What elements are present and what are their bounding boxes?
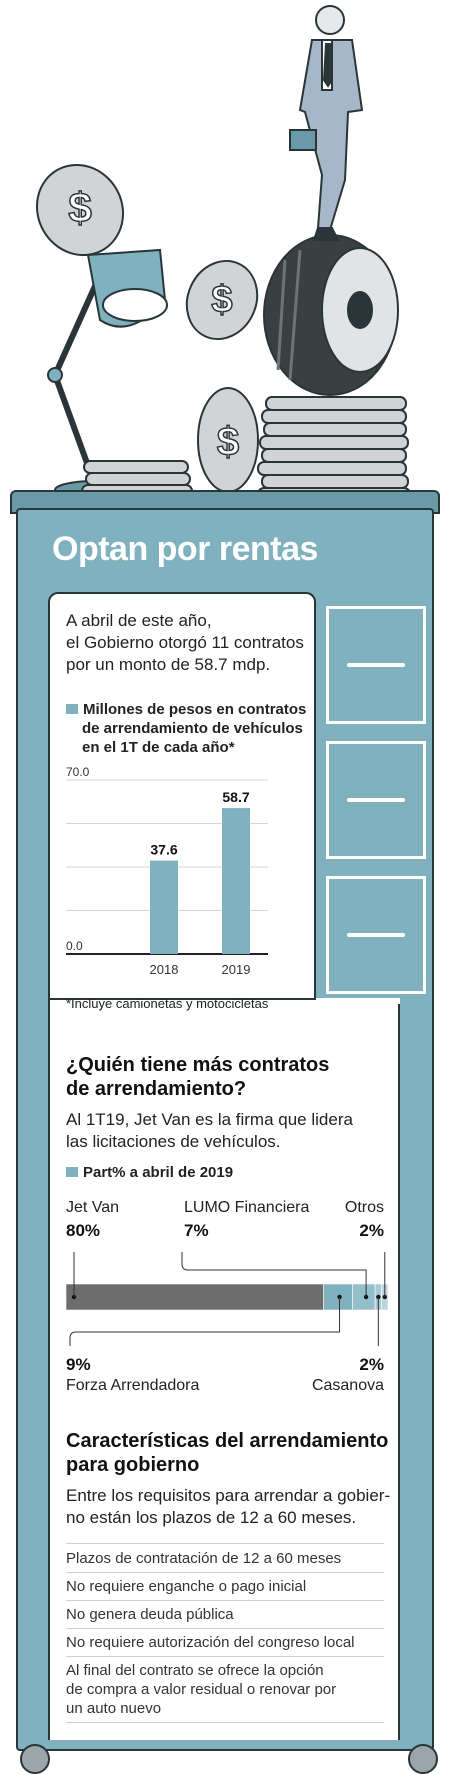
drawer (326, 606, 426, 724)
series-name: Casanova (311, 1377, 384, 1394)
leader-line (181, 1252, 367, 1297)
page-title: Optan por rentas (52, 530, 318, 568)
series-value: 2% (359, 1221, 384, 1240)
bar (150, 860, 178, 954)
section-text: Al 1T19, Jet Van es la firma que lidera (66, 1110, 353, 1129)
content-panel (48, 592, 316, 1000)
feature-row-line: un auto nuevo (66, 1700, 162, 1717)
drawer-handle (347, 798, 405, 802)
series-value: 80% (66, 1221, 101, 1240)
drawer-handle (347, 663, 405, 667)
leader-line (69, 1297, 341, 1346)
chart-legend-line: de arrendamiento de vehículos (82, 720, 303, 737)
section-heading: ¿Quién tiene más contratos (66, 1054, 330, 1076)
coin-stack-icon (257, 396, 411, 502)
chart-footnote: *Incluye camionetas y motocicletas (66, 996, 269, 1011)
caster-wheel (408, 1744, 438, 1774)
legend-text: Part% a abril de 2019 (83, 1164, 234, 1181)
legend-swatch (66, 1167, 78, 1177)
chart-legend: Millones de pesos en contratos (66, 700, 306, 719)
section-text: las licitaciones de vehículos. (66, 1132, 281, 1151)
feature-row-line: Al final del contrato se ofrece la opció… (66, 1662, 324, 1679)
svg-text:$: $ (68, 184, 91, 231)
drawer (326, 741, 426, 859)
svg-text:$: $ (211, 279, 232, 321)
panel-joint (316, 998, 400, 1004)
intro-line: el Gobierno otorgó 11 contratos (66, 633, 304, 652)
header-illustration: $ $ $ (35, 5, 411, 502)
drawer-handle (347, 933, 405, 937)
tire-icon (263, 234, 399, 396)
section-heading: de arrendamiento? (66, 1078, 247, 1100)
bar (222, 808, 250, 954)
x-tick-label: 2019 (222, 962, 251, 977)
series-value: 9% (66, 1355, 91, 1374)
coin-dollar-icon: $ (197, 387, 259, 493)
series-name: Otros (344, 1199, 384, 1216)
feature-row: No requiere enganche o pago inicial (66, 1573, 384, 1601)
table-divider (66, 1543, 384, 1544)
caster-wheel (20, 1744, 50, 1774)
feature-row-line: de compra a valor residual o renovar por (66, 1681, 337, 1698)
x-tick-label: 2018 (150, 962, 179, 977)
feature-row: Plazos de contratación de 12 a 60 meses (66, 1545, 384, 1573)
stacked-share-bar (65, 1252, 389, 1346)
series-name: Forza Arrendadora (66, 1377, 200, 1394)
legend-text: Millones de pesos en contratos (83, 701, 307, 718)
intro-line: por un monto de 58.7 mdp. (66, 655, 271, 674)
series-name: Jet Van (66, 1199, 120, 1216)
series-value: 7% (184, 1221, 209, 1240)
coin-dollar-icon: $ (185, 260, 259, 340)
drawer (326, 876, 426, 994)
desk-lamp-icon (47, 248, 168, 500)
y-tick-label: 70.0 (66, 766, 90, 779)
bar-value-label: 37.6 (150, 842, 177, 858)
series-name: LUMO Financiera (184, 1199, 310, 1216)
businessman-icon (289, 5, 364, 241)
coin-dollar-icon: $ (35, 163, 125, 257)
share-segment (65, 1283, 324, 1311)
feature-row: No requiere autorización del congreso lo… (66, 1629, 384, 1657)
section-heading: para gobierno (66, 1454, 200, 1476)
feature-row: No genera deuda pública (66, 1601, 384, 1629)
share-segment (352, 1283, 376, 1311)
legend-swatch (66, 704, 78, 714)
share-legend: Part% a abril de 2019 (66, 1163, 233, 1182)
y-tick-label: 0.0 (66, 939, 83, 953)
feature-row-multiline: Al final del contrato se ofrece la opció… (66, 1657, 384, 1723)
bar-value-label: 58.7 (222, 789, 249, 805)
section-text: no están los plazos de 12 a 60 meses. (66, 1508, 357, 1527)
svg-text:$: $ (217, 420, 239, 464)
content-panel-lower (48, 1000, 400, 1740)
chart-legend-line: en el 1T de cada año* (82, 739, 235, 756)
intro-line: A abril de este año, (66, 611, 212, 630)
bar-chart: 70.0 0.0 37.6 2018 58.7 2019 (66, 766, 268, 977)
section-text: Entre los requisitos para arrendar a gob… (66, 1486, 391, 1505)
section-heading: Características del arrendamiento (66, 1430, 389, 1452)
series-value: 2% (359, 1355, 384, 1374)
